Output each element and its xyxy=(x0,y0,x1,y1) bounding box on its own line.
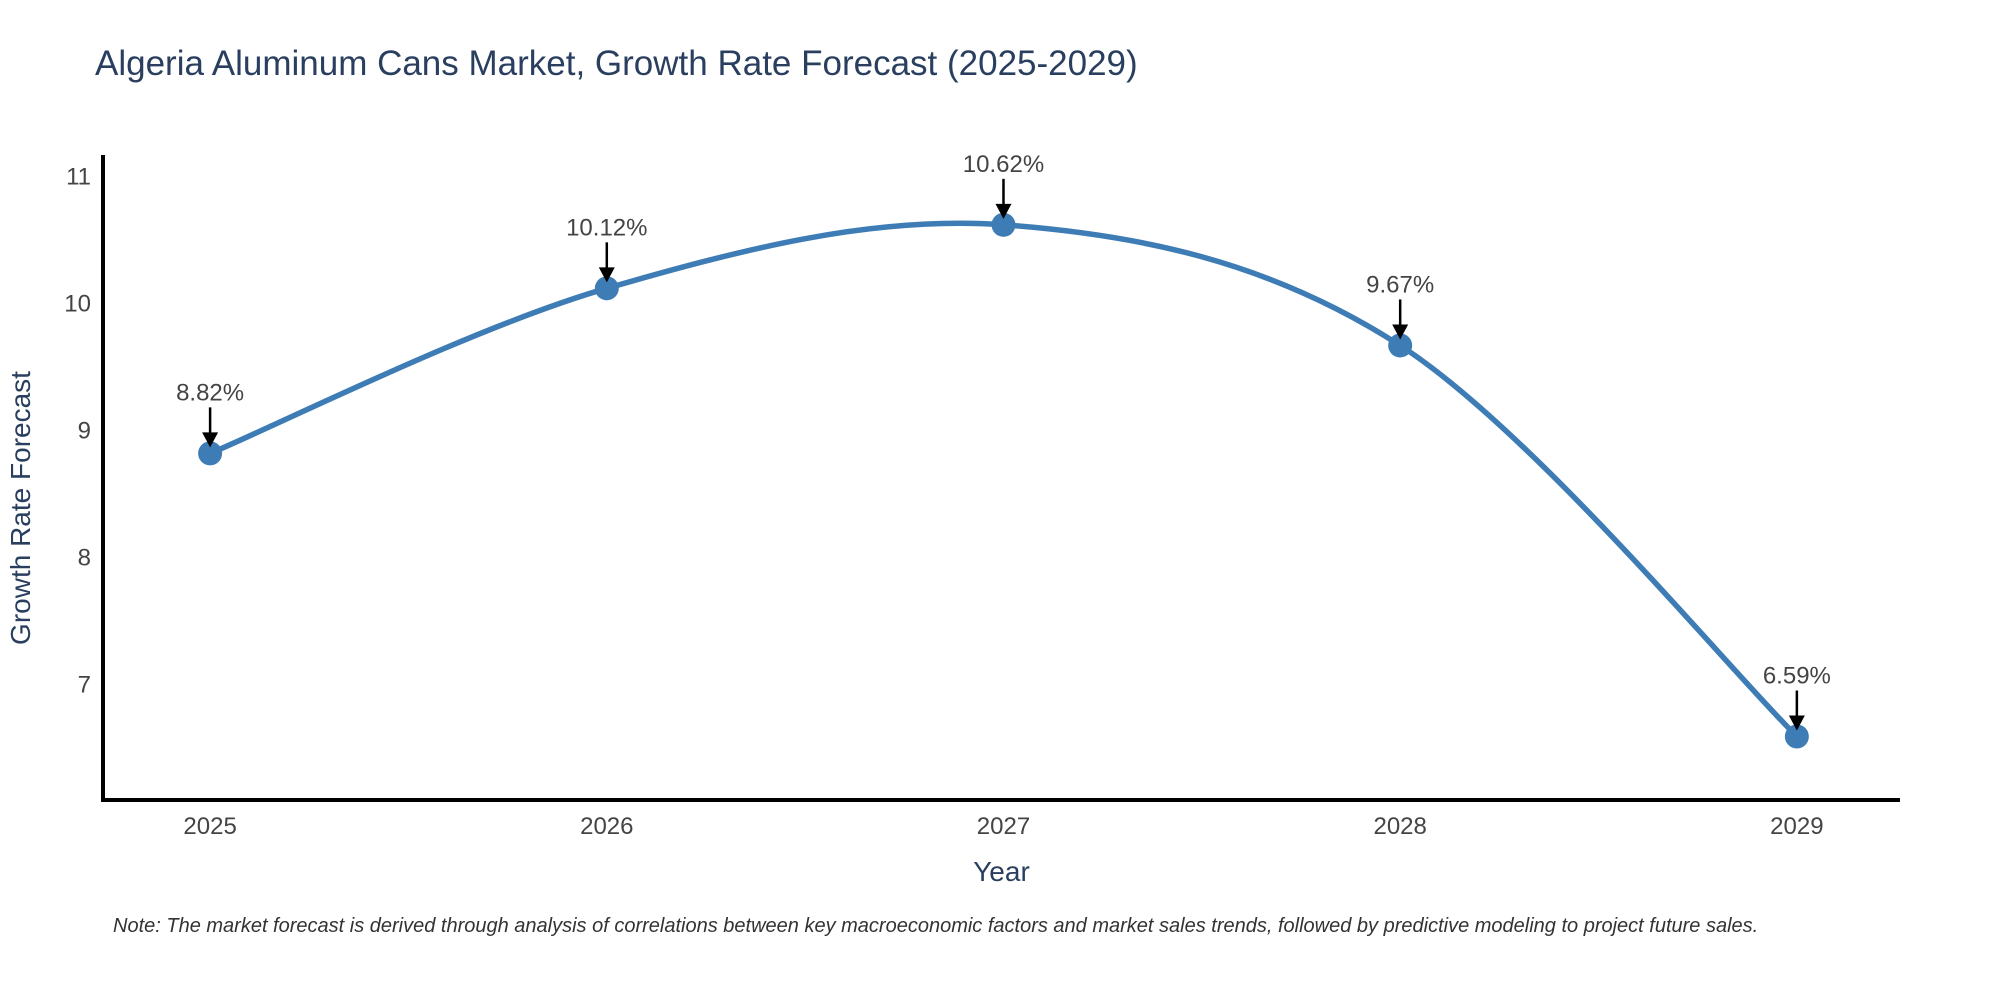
y-tick-label: 8 xyxy=(78,544,91,571)
data-point-label: 6.59% xyxy=(1763,663,1831,690)
annotation-arrowhead xyxy=(598,267,615,283)
chart-title: Algeria Aluminum Cans Market, Growth Rat… xyxy=(95,44,1138,83)
data-point-marker xyxy=(1784,724,1809,749)
series-line xyxy=(207,220,1800,740)
data-point-label: 10.12% xyxy=(566,214,647,241)
x-axis-title: Year xyxy=(973,856,1030,887)
y-tick-label: 11 xyxy=(66,164,91,191)
data-point-marker xyxy=(1388,333,1413,358)
annotation-arrowhead xyxy=(1788,715,1805,731)
data-point-label: 10.62% xyxy=(963,151,1044,178)
y-tick-label: 9 xyxy=(78,418,91,445)
footnote: Note: The market forecast is derived thr… xyxy=(113,915,1759,937)
x-tick-label: 2027 xyxy=(977,813,1030,840)
x-tick-label: 2028 xyxy=(1373,813,1426,840)
y-tick-label: 7 xyxy=(78,671,91,698)
x-tick-label: 2026 xyxy=(580,813,633,840)
x-tick-label: 2025 xyxy=(183,813,236,840)
data-point-marker xyxy=(991,212,1016,237)
annotation-arrowhead xyxy=(995,203,1012,219)
annotation-arrowhead xyxy=(202,432,219,448)
x-tick-label: 2029 xyxy=(1770,813,1823,840)
data-point-marker xyxy=(594,276,619,301)
data-point-label: 8.82% xyxy=(176,379,244,406)
data-point-marker xyxy=(198,441,223,466)
y-axis-title: Growth Rate Forecast xyxy=(5,371,36,645)
annotation-arrowhead xyxy=(1392,324,1409,340)
data-point-label: 9.67% xyxy=(1366,271,1434,298)
y-tick-label: 10 xyxy=(64,291,91,318)
